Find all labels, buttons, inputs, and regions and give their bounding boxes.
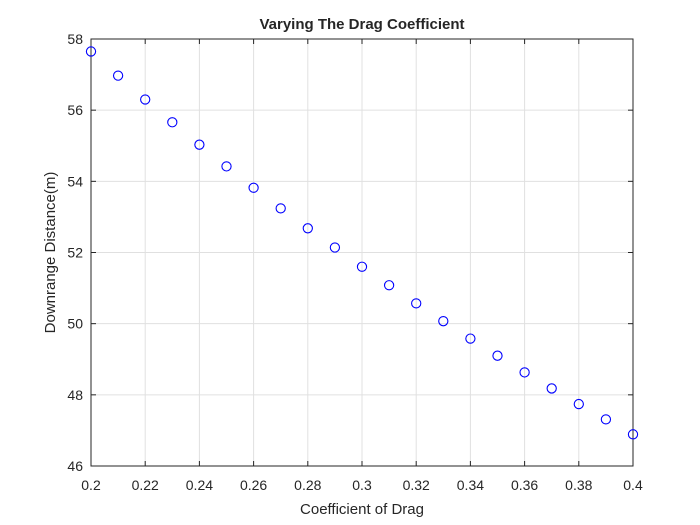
data-point [411,298,422,309]
x-tick-label: 0.2 [81,477,101,493]
data-point [519,367,530,378]
x-tick-label: 0.26 [240,477,267,493]
data-points [85,46,639,440]
x-tick-label: 0.32 [403,477,430,493]
y-tick-label: 58 [67,31,83,47]
y-tick-label: 48 [67,387,83,403]
axis-ticks: 0.2 0.22 0.24 0.26 0.28 0.3 0.32 0.34 0.36 0.38 0.… [67,31,643,493]
chart-title: Varying The Drag Coefficient [259,16,464,33]
data-point [302,223,313,234]
data-point [492,350,503,361]
data-point [85,46,97,57]
y-tick-label: 52 [67,245,83,261]
data-point [465,333,476,344]
data-point [438,316,449,327]
y-tick-label: 46 [67,458,83,474]
y-tick-label: 56 [67,102,83,118]
y-tick-label: 50 [67,316,83,332]
x-tick-label: 0.28 [294,477,321,493]
data-point [546,383,557,394]
x-tick-label: 0.38 [565,477,592,493]
data-point [140,94,151,105]
data-point [356,261,368,272]
data-point [221,161,232,172]
x-tick-label: 0.4 [623,477,643,493]
x-tick-label: 0.3 [352,477,372,493]
data-point [194,139,205,150]
grid [90,38,634,467]
x-tick-label: 0.22 [132,477,159,493]
data-point [573,398,584,410]
y-axis-label: Downrange Distance(m) [42,172,59,334]
x-tick-label: 0.34 [457,477,484,493]
x-tick-label: 0.24 [186,477,213,493]
x-tick-label: 0.36 [511,477,538,493]
data-point [627,429,639,440]
y-tick-label: 54 [67,173,83,189]
data-point [329,242,341,253]
x-axis-label: Coefficient of Drag [300,501,424,518]
data-point [383,280,395,291]
data-point [248,182,259,193]
data-point [275,203,286,214]
data-point [167,117,178,128]
data-point [112,70,124,81]
data-point [600,414,612,425]
